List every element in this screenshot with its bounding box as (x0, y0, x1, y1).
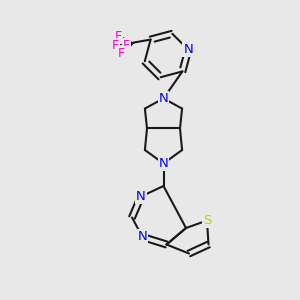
Text: N: N (138, 230, 147, 244)
Text: N: N (159, 157, 168, 170)
Text: F: F (115, 30, 122, 43)
Text: F: F (123, 39, 130, 52)
Text: N: N (183, 43, 193, 56)
Text: N: N (159, 92, 168, 105)
Text: F: F (118, 47, 125, 60)
Text: S: S (203, 214, 211, 227)
Text: N: N (136, 190, 146, 203)
Text: F: F (112, 39, 119, 52)
